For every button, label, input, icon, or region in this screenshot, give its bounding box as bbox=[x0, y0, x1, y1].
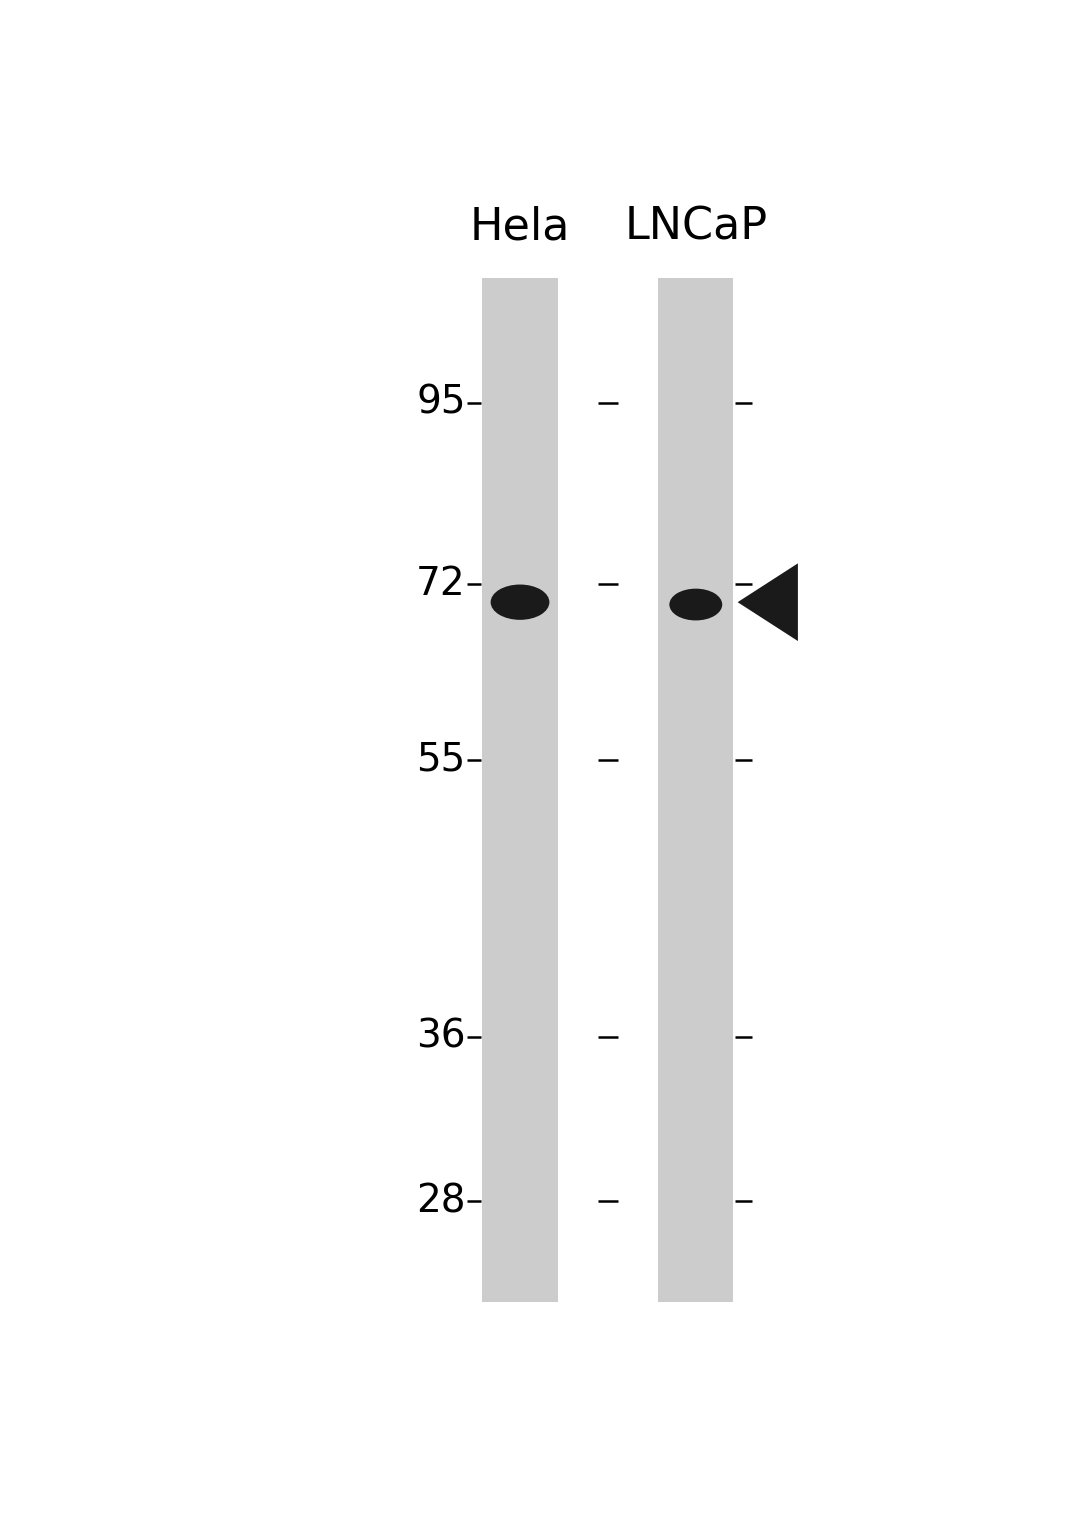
Text: 95: 95 bbox=[416, 384, 465, 422]
Text: 55: 55 bbox=[417, 742, 465, 778]
Text: 28: 28 bbox=[416, 1182, 465, 1220]
Ellipse shape bbox=[670, 589, 723, 621]
Text: LNCaP: LNCaP bbox=[624, 205, 768, 248]
Polygon shape bbox=[738, 563, 798, 641]
Text: 72: 72 bbox=[416, 564, 465, 602]
Bar bbox=[483, 278, 557, 1303]
Bar bbox=[658, 278, 733, 1303]
Text: 36: 36 bbox=[416, 1018, 465, 1057]
Ellipse shape bbox=[490, 584, 550, 619]
Text: Hela: Hela bbox=[470, 205, 570, 248]
